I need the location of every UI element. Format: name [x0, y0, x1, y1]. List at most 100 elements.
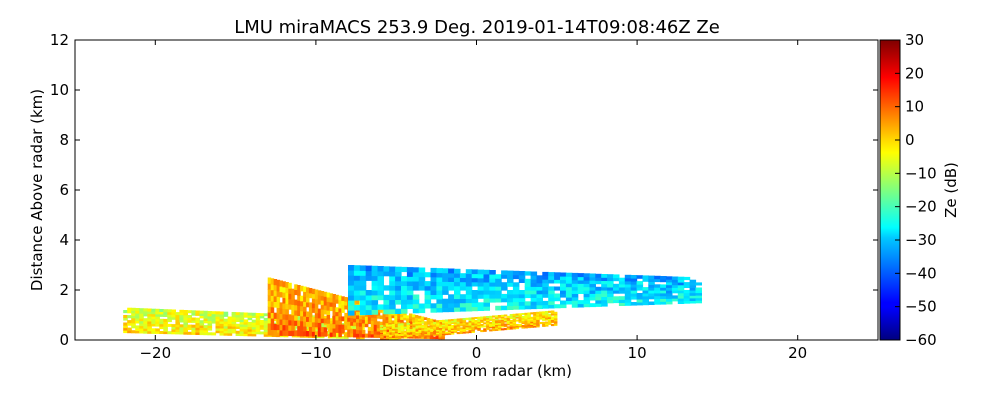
echo-cell [207, 318, 213, 322]
echo-cell [388, 317, 392, 321]
echo-cell [506, 327, 511, 330]
echo-cell [215, 320, 221, 324]
echo-cell [465, 323, 469, 326]
echo-cell [471, 326, 475, 329]
echo-cell [501, 274, 508, 279]
echo-cell [391, 337, 396, 340]
echo-cell [335, 315, 339, 321]
echo-cell [471, 324, 475, 327]
echo-cell [553, 316, 558, 319]
echo-cell [533, 319, 537, 322]
echo-cell [454, 298, 461, 304]
echo-cell [348, 305, 355, 311]
echo-cell [536, 301, 543, 306]
echo-cell [515, 316, 520, 319]
echo-cell [361, 322, 366, 327]
echo-cell [356, 325, 360, 331]
echo-cell [335, 323, 339, 329]
echo-cell [483, 328, 487, 331]
echo-cell [577, 283, 585, 288]
echo-cell [406, 335, 410, 339]
echo-cell [492, 323, 496, 326]
echo-cell [468, 328, 472, 331]
echo-cell [223, 323, 229, 327]
echo-cell [417, 320, 422, 323]
echo-cell [515, 313, 520, 316]
echo-cell [439, 330, 443, 333]
echo-cell [474, 327, 478, 330]
echo-cell [251, 331, 257, 335]
echo-cell [263, 333, 269, 337]
echo-cell [489, 294, 496, 299]
echo-cell [397, 321, 401, 325]
echo-cell [215, 323, 221, 327]
echo-cell [273, 301, 278, 308]
echo-cell [571, 272, 579, 277]
echo-cell [329, 327, 334, 333]
echo-cell [666, 287, 673, 291]
echo-cell [135, 308, 140, 312]
echo-cell [306, 316, 310, 322]
echo-cell [263, 331, 269, 335]
echo-cell [512, 293, 520, 299]
echo-cell [273, 279, 278, 286]
echo-cell [397, 323, 402, 326]
echo-cell [459, 285, 467, 291]
echo-cell [448, 277, 455, 282]
echo-cell [462, 322, 467, 325]
echo-cell [442, 307, 449, 313]
echo-cell [418, 285, 426, 291]
echo-cell [618, 277, 626, 282]
echo-cell [495, 321, 499, 324]
echo-cell [383, 294, 390, 301]
echo-cell [577, 303, 585, 308]
echo-cell [607, 293, 614, 297]
echo-cell [403, 335, 408, 338]
echo-cell [338, 328, 342, 333]
echo-cell [297, 325, 301, 332]
echo-cell [223, 330, 229, 334]
echo-cell [373, 324, 378, 328]
echo-cell [395, 294, 402, 300]
echo-cell [131, 312, 136, 316]
echo-cell [454, 294, 461, 300]
echo-cell [468, 331, 472, 334]
echo-cell [282, 329, 286, 336]
echo-cell [548, 293, 555, 298]
echo-cell [459, 302, 467, 308]
echo-cell [131, 310, 136, 314]
echo-cell [500, 314, 505, 317]
echo-cell [448, 272, 455, 278]
echo-cell [545, 321, 549, 324]
echo-cell [618, 283, 626, 288]
echo-cell [179, 319, 184, 323]
echo-cell [548, 310, 552, 313]
echo-cell [648, 275, 655, 280]
echo-cell [171, 326, 176, 330]
echo-cell [489, 323, 493, 326]
echo-cell [480, 330, 484, 333]
echo-cell [255, 331, 261, 335]
echo-cell [648, 278, 655, 282]
echo-cell [530, 297, 538, 302]
echo-cell [239, 333, 245, 337]
echo-cell [500, 319, 505, 322]
echo-cell [648, 292, 655, 297]
echo-cell [689, 300, 697, 304]
echo-cell [231, 316, 237, 320]
echo-cell [340, 336, 345, 339]
echo-cell [383, 333, 387, 336]
echo-cell [432, 336, 437, 340]
echo-cell [385, 313, 389, 318]
echo-cell [530, 290, 538, 295]
echo-cell [471, 327, 475, 330]
echo-cell [383, 266, 390, 272]
echo-cell [406, 325, 411, 328]
echo-cell [417, 315, 422, 319]
echo-cell [545, 311, 549, 314]
echo-cell [314, 317, 319, 323]
echo-cell [191, 324, 196, 328]
echo-cell [267, 300, 272, 307]
echo-cell [477, 277, 485, 283]
echo-cell [383, 330, 387, 333]
